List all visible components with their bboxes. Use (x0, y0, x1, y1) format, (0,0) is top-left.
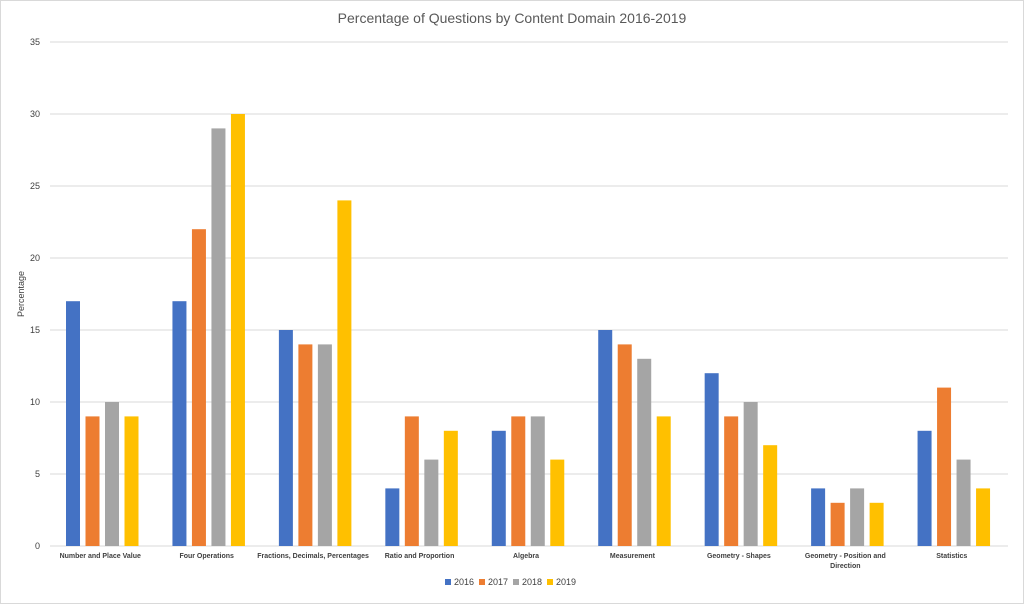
x-category-label: Fractions, Decimals, Percentages (257, 553, 369, 560)
bar-2017 (830, 502, 845, 546)
bar-2019 (443, 430, 458, 546)
bar-2019 (976, 488, 991, 546)
x-category-label-line: Four Operations (179, 553, 234, 560)
y-axis-ticks: 0 5 10 15 20 25 30 35 (30, 37, 40, 551)
legend-swatch-2016 (445, 579, 451, 585)
y-tick-label: 5 (35, 469, 40, 479)
legend: 2016 2017 2018 2019 (445, 577, 576, 587)
bar-2016 (66, 301, 80, 546)
bar-2019 (656, 416, 671, 546)
x-axis-labels: Number and Place Value Four Operations Fra… (60, 553, 968, 570)
x-category-label-line: Algebra (513, 553, 539, 560)
bar-2018 (530, 416, 545, 546)
legend-label: 2019 (556, 577, 576, 587)
bar-2018 (956, 459, 971, 546)
y-tick-label: 30 (30, 109, 40, 119)
bar-2018 (424, 459, 439, 546)
bar-2016 (172, 301, 187, 546)
bar-2016 (917, 430, 932, 546)
y-tick-label: 10 (30, 397, 40, 407)
bar-2019 (124, 416, 139, 546)
x-category-label: Geometry - Position and Direction (805, 553, 886, 570)
bar-2018 (211, 128, 226, 546)
bar-2016 (491, 430, 506, 546)
bar-2017 (85, 416, 100, 546)
bar-2017 (404, 416, 419, 546)
y-tick-label: 20 (30, 253, 40, 263)
x-category-label-line: Measurement (610, 553, 656, 560)
bar-2017 (191, 229, 206, 546)
bar-2018 (317, 344, 332, 546)
bar-2018 (850, 488, 865, 546)
legend-label: 2016 (454, 577, 474, 587)
bar-2017 (724, 416, 739, 546)
bar-2016 (811, 488, 826, 546)
bar-2017 (937, 387, 952, 546)
bar-2019 (550, 459, 565, 546)
bar-2018 (743, 402, 758, 546)
x-category-label: Measurement (610, 553, 656, 560)
legend-swatch-2018 (513, 579, 519, 585)
y-tick-label: 15 (30, 325, 40, 335)
bars (66, 114, 991, 546)
x-category-label-line: Ratio and Proportion (385, 553, 455, 560)
bar-2019 (337, 200, 352, 546)
bar-2017 (511, 416, 526, 546)
x-category-label: Algebra (513, 553, 539, 560)
bar-2018 (105, 402, 119, 546)
x-category-label-line: Fractions, Decimals, Percentages (257, 553, 369, 560)
x-category-label: Four Operations (179, 553, 234, 560)
legend-label: 2018 (522, 577, 542, 587)
legend-swatch-2017 (479, 579, 485, 585)
legend-label: 2017 (488, 577, 508, 587)
bar-2017 (617, 344, 632, 546)
y-tick-label: 0 (35, 541, 40, 551)
bar-2019 (230, 114, 245, 546)
x-category-label-line: Number and Place Value (60, 553, 141, 560)
bar-2016 (704, 373, 719, 546)
x-category-label-line: Direction (830, 563, 860, 570)
x-category-label-line: Statistics (936, 553, 967, 560)
bar-2016 (385, 488, 400, 546)
x-category-label: Number and Place Value (60, 553, 141, 560)
y-tick-label: 35 (30, 37, 40, 47)
bar-2019 (763, 445, 778, 546)
x-category-label: Statistics (936, 553, 967, 560)
bar-2016 (598, 330, 613, 546)
x-category-label-line: Geometry - Shapes (707, 553, 771, 560)
x-category-label: Ratio and Proportion (385, 553, 455, 560)
x-category-label: Geometry - Shapes (707, 553, 771, 560)
bar-2018 (637, 358, 652, 546)
chart-title: Percentage of Questions by Content Domai… (338, 10, 687, 26)
bar-2019 (869, 502, 884, 546)
bar-2017 (298, 344, 313, 546)
x-category-label-line: Geometry - Position and (805, 553, 886, 560)
bar-2016 (278, 330, 293, 546)
y-axis-title: Percentage (16, 271, 26, 317)
legend-swatch-2019 (547, 579, 553, 585)
gridlines (50, 41, 1008, 547)
y-tick-label: 25 (30, 181, 40, 191)
